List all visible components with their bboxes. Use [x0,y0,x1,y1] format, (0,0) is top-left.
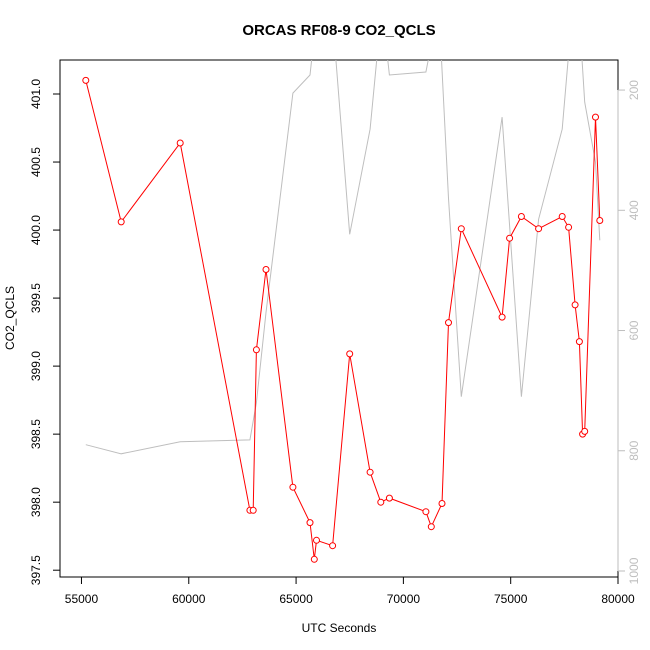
y2-tick-label: 400 [627,200,641,220]
x-tick-label: 80000 [601,592,635,606]
data-point [289,483,297,491]
data-point [310,555,318,563]
data-point [252,346,260,354]
y-axis-label: CO2_QCLS [3,286,17,350]
y-tick-label: 397.5 [29,555,43,585]
x-axis: 55000 60000 65000 70000 75000 80000 [65,576,635,606]
data-point [422,508,430,516]
y-tick-label: 400.5 [29,147,43,177]
data-point [427,523,435,531]
x-tick-label: 65000 [279,592,313,606]
y2-tick-label: 200 [627,80,641,100]
y2-tick-label: 600 [627,320,641,340]
y2-tick-label: 800 [627,440,641,460]
series-line-right-axis [85,60,601,455]
data-point [313,536,320,544]
series-layer [82,60,604,563]
data-point [457,225,465,233]
data-point [445,319,452,327]
y-tick-label: 399.5 [29,283,43,313]
data-point [306,519,314,527]
y-tick-label: 401.0 [29,79,43,109]
chart-title: ORCAS RF08-9 CO2_QCLS [242,22,435,39]
y2-tick-label: 1000 [627,557,641,584]
y-axis-left: 397.5 398.0 398.5 399.0 399.5 400.0 400.5 401.0 [29,79,61,585]
data-point [575,338,583,346]
x-axis-label: UTC Seconds [302,621,377,635]
data-point [176,139,184,147]
x-tick-label: 75000 [494,592,528,606]
data-point [535,225,543,233]
x-tick-label: 70000 [387,592,421,606]
data-point [329,542,337,550]
x-tick-label: 60000 [172,592,206,606]
data-point [592,113,599,121]
data-point [438,500,446,507]
data-point [346,350,354,358]
y-tick-label: 400.0 [29,215,43,245]
data-point [498,313,506,321]
data-point [249,506,257,514]
data-point [262,266,270,273]
data-point [377,498,385,506]
data-point [385,494,393,502]
data-point [581,427,589,435]
data-point [596,217,604,224]
data-point [506,234,514,242]
data-point [117,218,125,226]
y-axis-right: 200 400 600 800 1000 [617,80,641,584]
data-point [82,76,90,84]
data-point [565,223,573,231]
x-tick-label: 55000 [65,592,99,606]
y-tick-label: 398.0 [29,487,43,517]
data-point [571,301,579,309]
y-tick-label: 399.0 [29,351,43,381]
data-point [558,213,566,220]
plot-frame [59,59,619,578]
data-point [517,213,525,220]
data-point [366,468,374,476]
y-tick-label: 398.5 [29,419,43,449]
